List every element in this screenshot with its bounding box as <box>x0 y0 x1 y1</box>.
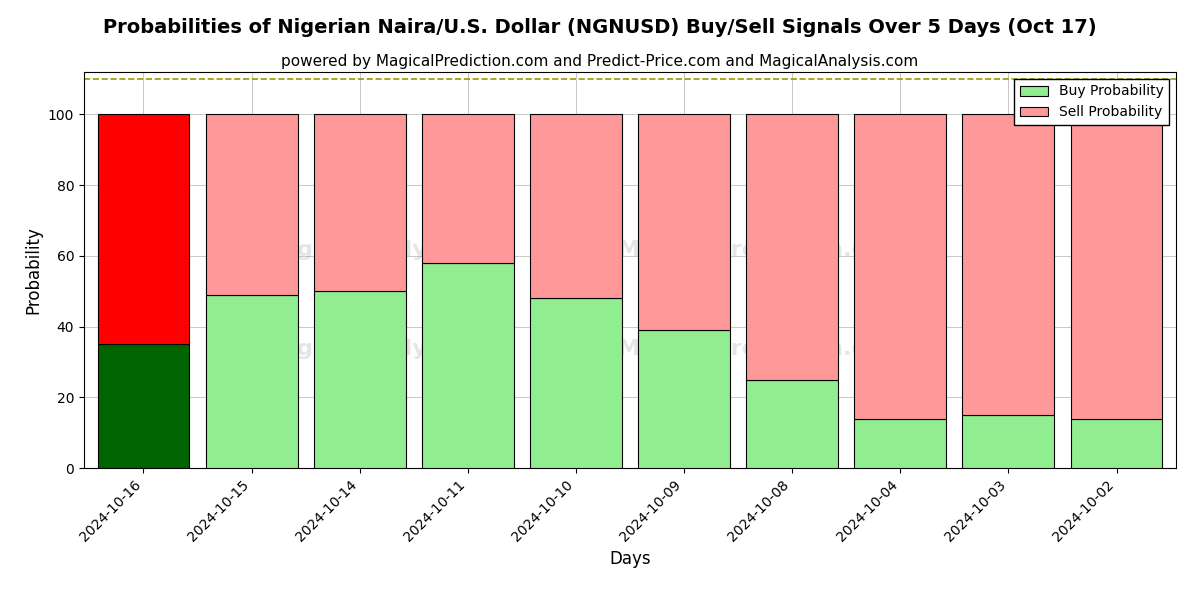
Bar <box>746 380 838 468</box>
Bar <box>313 291 406 468</box>
Bar <box>962 415 1055 468</box>
Bar <box>530 115 622 298</box>
Bar <box>638 330 730 468</box>
Bar <box>746 115 838 380</box>
Text: MagicalPrediction.com: MagicalPrediction.com <box>618 339 904 359</box>
Legend: Buy Probability, Sell Probability: Buy Probability, Sell Probability <box>1014 79 1169 125</box>
Bar <box>97 115 190 344</box>
Text: MagicalAnalysis.co: MagicalAnalysis.co <box>260 339 498 359</box>
Bar <box>422 115 514 263</box>
Bar <box>205 295 298 468</box>
Y-axis label: Probability: Probability <box>24 226 42 314</box>
Bar <box>854 115 947 419</box>
Bar <box>97 344 190 468</box>
Bar <box>854 419 947 468</box>
Bar <box>422 263 514 468</box>
Bar <box>313 115 406 291</box>
X-axis label: Days: Days <box>610 550 650 568</box>
Bar <box>1070 115 1163 419</box>
Text: Probabilities of Nigerian Naira/U.S. Dollar (NGNUSD) Buy/Sell Signals Over 5 Day: Probabilities of Nigerian Naira/U.S. Dol… <box>103 18 1097 37</box>
Bar <box>205 115 298 295</box>
Text: MagicalPrediction.com: MagicalPrediction.com <box>618 240 904 260</box>
Bar <box>638 115 730 330</box>
Text: MagicalAnalysis.co: MagicalAnalysis.co <box>260 240 498 260</box>
Text: powered by MagicalPrediction.com and Predict-Price.com and MagicalAnalysis.com: powered by MagicalPrediction.com and Pre… <box>281 54 919 69</box>
Bar <box>962 115 1055 415</box>
Bar <box>1070 419 1163 468</box>
Bar <box>530 298 622 468</box>
